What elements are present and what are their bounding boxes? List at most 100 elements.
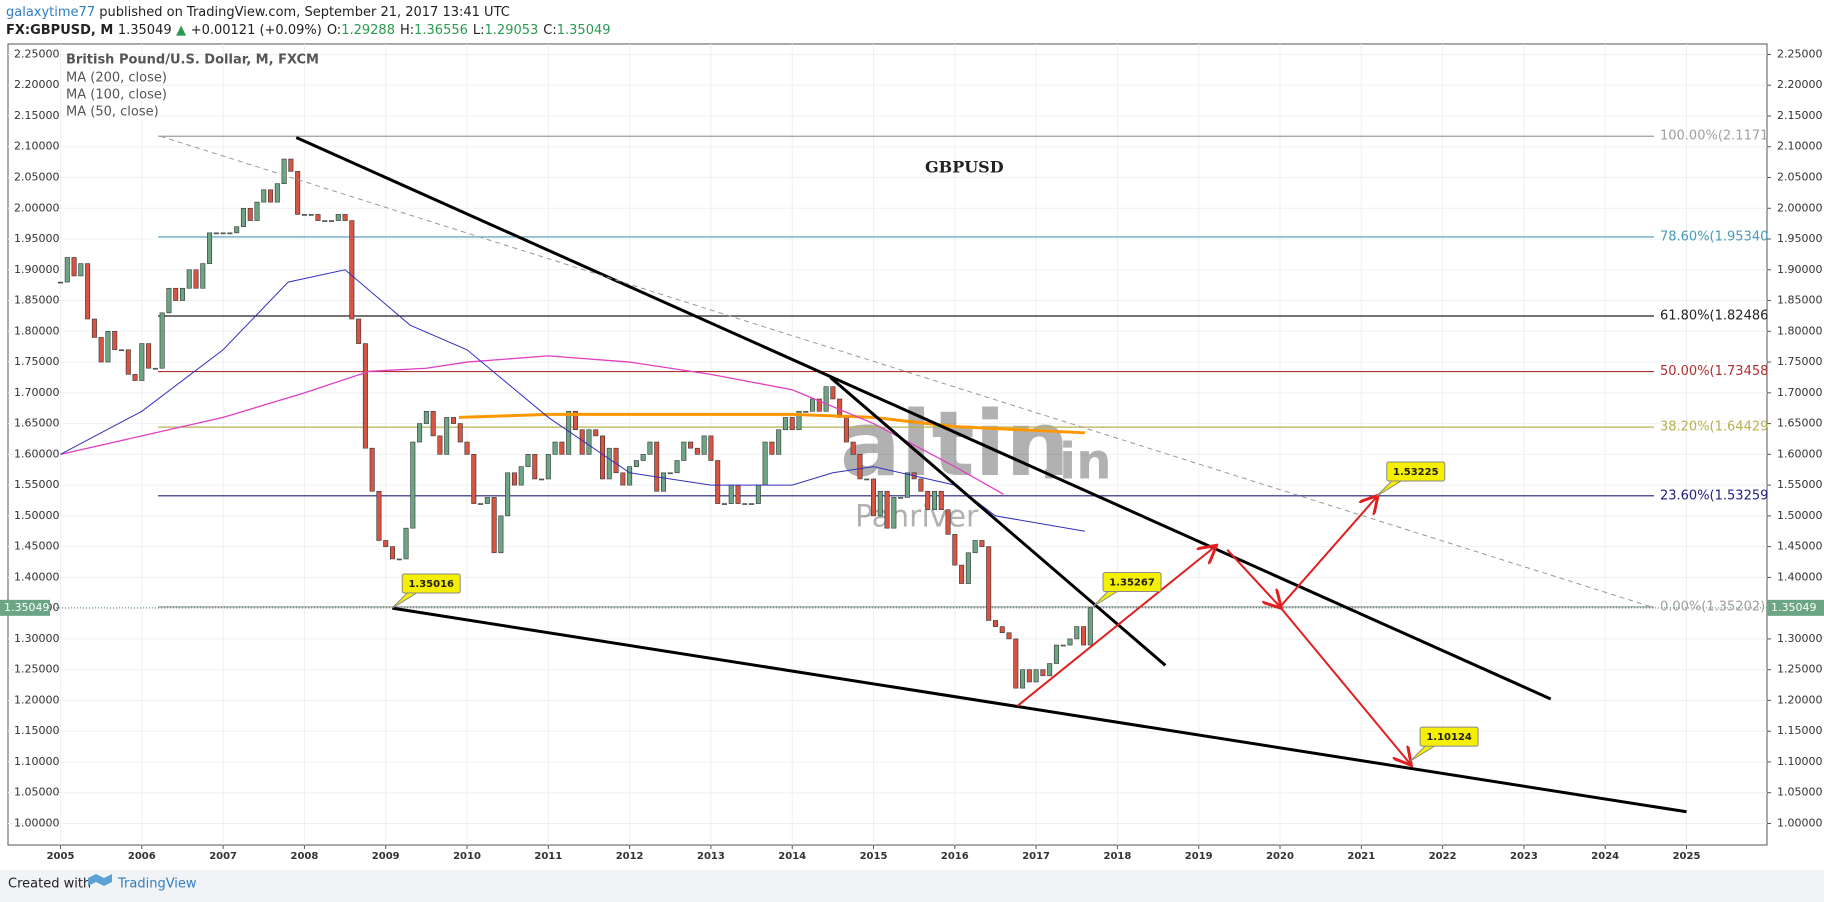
candle	[823, 386, 829, 412]
y-tick-label-left: 1.85000	[14, 294, 60, 307]
ohlc-value: 1.29288	[341, 23, 395, 38]
candle	[1087, 607, 1093, 646]
candle	[715, 460, 721, 504]
candle	[1053, 644, 1059, 664]
ohlc: O:1.29288 H:1.36556 L:1.29053 C:1.35049	[327, 23, 611, 38]
y-tick-label-left: 1.10000	[14, 755, 60, 768]
x-tick-label: 2025	[1673, 851, 1701, 862]
candle	[999, 626, 1005, 634]
watermark-brand: altin	[840, 392, 1070, 497]
x-tick-label: 2021	[1347, 851, 1375, 862]
candle	[315, 214, 321, 221]
arrow: ▲	[176, 23, 186, 38]
candle	[1040, 669, 1046, 677]
candle	[654, 441, 660, 492]
arrow	[1279, 497, 1377, 608]
moving-average	[60, 269, 1085, 532]
y-tick-label-left: 1.30000	[14, 632, 60, 645]
candle	[532, 454, 538, 480]
candle	[545, 454, 551, 480]
y-tick-label: 1.55000	[1777, 478, 1823, 491]
candle	[166, 287, 172, 314]
y-tick-label: 2.05000	[1777, 171, 1823, 184]
y-tick-label-left: 1.50000	[14, 509, 60, 522]
candle	[234, 226, 240, 234]
candle	[620, 472, 626, 486]
candle	[762, 441, 768, 486]
callout-box	[1419, 726, 1479, 747]
author[interactable]: galaxytime77	[6, 5, 95, 20]
y-tick-label-left: 1.40000	[14, 570, 60, 583]
ohlc-label: H:	[400, 23, 414, 38]
candle	[931, 490, 937, 511]
y-tick-label: 1.10000	[1777, 755, 1823, 768]
candle	[782, 417, 788, 431]
candle	[864, 478, 870, 481]
fib-label: 0.00%(1.35202)	[1660, 599, 1765, 614]
ohlc-value: 1.36556	[414, 23, 468, 38]
y-tick-label-left: 2.05000	[14, 171, 60, 184]
last: 1.35049	[118, 23, 172, 38]
x-tick-label: 2006	[128, 851, 156, 862]
candle	[254, 201, 260, 221]
x-tick-label: 2012	[616, 851, 644, 862]
legend-entry: MA (100, close)	[66, 88, 167, 103]
footer-brand[interactable]: TradingView	[117, 877, 197, 892]
chart-title: GBPUSD	[925, 158, 1004, 177]
candle	[247, 207, 253, 221]
x-tick-label: 2008	[290, 851, 318, 862]
candle	[437, 435, 443, 455]
candle	[518, 466, 524, 486]
fib-label: 50.00%(1.73458	[1660, 364, 1768, 379]
x-tick-label: 2016	[941, 851, 969, 862]
fib-label: 61.80%(1.82486	[1660, 309, 1768, 324]
candle	[342, 214, 348, 221]
candle	[525, 454, 531, 467]
candle	[396, 558, 402, 561]
candle	[742, 503, 748, 505]
candle	[708, 435, 714, 461]
candle	[173, 287, 179, 301]
candle	[118, 349, 124, 352]
candle	[261, 189, 267, 203]
candle	[952, 534, 958, 566]
candle	[959, 564, 965, 584]
y-tick-label: 1.25000	[1777, 663, 1823, 676]
y-tick-label-left: 2.25000	[14, 47, 60, 60]
candle	[308, 214, 314, 216]
candle	[796, 410, 802, 431]
x-tick-label: 2019	[1185, 851, 1213, 862]
last-price-tag	[1767, 599, 1824, 616]
arrow	[1226, 549, 1280, 607]
y-tick-label-left: 1.05000	[14, 786, 60, 799]
candle	[694, 447, 700, 455]
candle	[627, 466, 633, 486]
y-tick-label: 1.90000	[1777, 263, 1823, 276]
candle	[98, 337, 104, 363]
candle	[186, 269, 192, 289]
candle	[769, 441, 775, 455]
footer-bar	[0, 870, 1824, 902]
y-tick-label-left: 1.20000	[14, 693, 60, 706]
candle	[403, 527, 409, 560]
candle	[505, 472, 511, 517]
ohlc-label: O:	[327, 23, 341, 38]
y-tick-label: 1.65000	[1777, 417, 1823, 430]
moving-average	[60, 355, 1004, 495]
grid	[8, 44, 1767, 845]
fib-label: 38.20%(1.64429	[1660, 420, 1768, 435]
y-tick-label: 2.25000	[1777, 47, 1823, 60]
fib-label: 23.60%(1.53259	[1660, 488, 1768, 503]
last-price-label: 1.35049	[1771, 601, 1817, 614]
y-tick-label-left: 1.00000	[14, 816, 60, 829]
arrow	[1016, 547, 1215, 707]
y-tick-label: 2.15000	[1777, 109, 1823, 122]
watermark-tld: .in	[1040, 433, 1112, 491]
y-tick-label: 1.20000	[1777, 693, 1823, 706]
y-tick-label: 1.75000	[1777, 355, 1823, 368]
y-tick-label: 2.20000	[1777, 78, 1823, 91]
x-tick-label: 2024	[1591, 851, 1619, 862]
candle	[830, 386, 836, 400]
candle	[220, 232, 226, 235]
candle	[349, 220, 355, 320]
